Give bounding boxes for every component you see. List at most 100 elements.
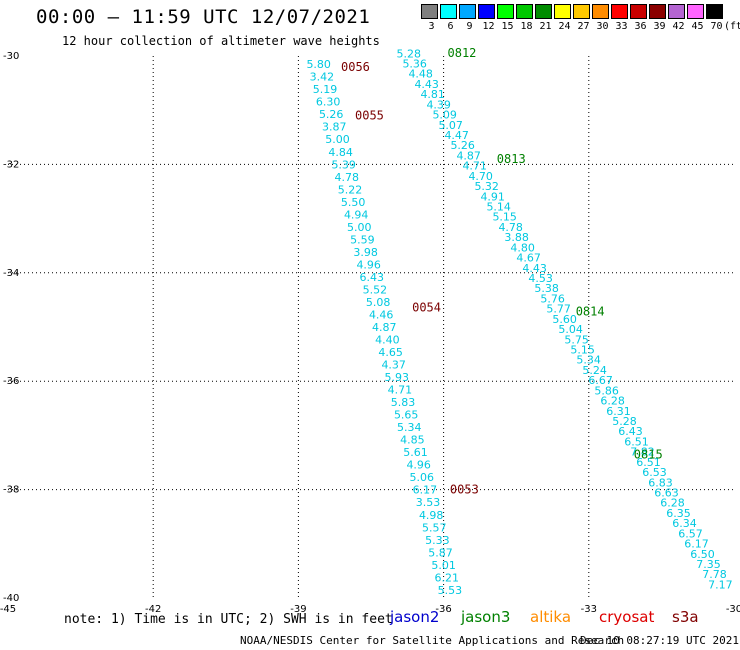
wave-height-value: 6.63 bbox=[654, 487, 679, 500]
wave-height-value: 5.53 bbox=[438, 584, 463, 597]
wave-height-value: 5.34 bbox=[576, 354, 601, 367]
pass-time-label: 0053 bbox=[450, 483, 479, 497]
legend-label: 36 bbox=[634, 21, 647, 32]
legend-label: 24 bbox=[558, 21, 571, 32]
map-grid bbox=[8, 56, 734, 598]
wave-height-value: 5.61 bbox=[403, 446, 428, 459]
wave-height-value: 3.42 bbox=[310, 71, 335, 84]
satellite-tracks: 5.803.425.196.305.263.875.004.845.394.78… bbox=[306, 47, 732, 597]
wave-height-value: 6.35 bbox=[666, 507, 691, 520]
wave-height-value: 4.81 bbox=[420, 88, 445, 101]
wave-height-value: 5.36 bbox=[402, 58, 427, 71]
legend-label: 3 bbox=[428, 21, 435, 32]
wave-height-value: 5.00 bbox=[347, 221, 372, 234]
legend-swatch bbox=[592, 4, 609, 19]
legend-label: 45 bbox=[691, 21, 704, 32]
lat-tick-label: -30 bbox=[3, 51, 19, 62]
track: 5.285.364.484.434.814.395.095.074.475.26… bbox=[397, 47, 733, 591]
wave-height-value: 6.21 bbox=[435, 571, 460, 584]
legend-swatch bbox=[554, 4, 571, 19]
satellite-s3a: s3a bbox=[672, 608, 699, 626]
satellite-cryosat: cryosat bbox=[599, 608, 655, 626]
wave-height-value: 4.80 bbox=[510, 241, 535, 254]
footer-note: note: 1) Time is in UTC; 2) SWH is in fe… bbox=[64, 612, 393, 627]
satellite-jason3: jason3 bbox=[461, 608, 511, 626]
lon-tick-label: -30 bbox=[726, 604, 740, 615]
legend-swatch bbox=[649, 4, 666, 19]
legend-swatch bbox=[440, 4, 457, 19]
legend-swatch bbox=[478, 4, 495, 19]
legend-label: 21 bbox=[539, 21, 552, 32]
pass-time-label: 0056 bbox=[341, 60, 370, 74]
legend-swatch bbox=[497, 4, 514, 19]
wave-height-value: 6.83 bbox=[648, 476, 673, 489]
wave-height-value: 5.50 bbox=[341, 196, 366, 209]
track: 5.803.425.196.305.263.875.004.845.394.78… bbox=[306, 58, 462, 597]
wave-height-value: 4.53 bbox=[528, 272, 553, 285]
wave-height-value: 5.59 bbox=[350, 233, 375, 246]
page-subtitle: 12 hour collection of altimeter wave hei… bbox=[62, 34, 380, 48]
wave-height-value: 3.88 bbox=[504, 231, 529, 244]
wave-height-value: 6.51 bbox=[636, 456, 661, 469]
wave-height-value: 4.71 bbox=[462, 160, 487, 173]
pass-time-label: 0054 bbox=[412, 300, 441, 314]
wave-height-value: 5.00 bbox=[325, 133, 350, 146]
wave-height-value: 5.60 bbox=[552, 313, 577, 326]
legend-label: 30 bbox=[596, 21, 609, 32]
pass-time-label: 0812 bbox=[448, 46, 477, 60]
legend-unit: (ft) bbox=[724, 21, 740, 32]
lon-tick-label: -39 bbox=[290, 604, 306, 615]
lon-tick-label: -33 bbox=[581, 604, 597, 615]
legend-swatch bbox=[611, 4, 628, 19]
legend-label: 70 bbox=[710, 21, 723, 32]
wave-height-value: 5.65 bbox=[394, 409, 419, 422]
wave-height-value: 4.48 bbox=[408, 68, 433, 81]
wave-height-value: 4.37 bbox=[381, 359, 406, 372]
wave-height-value: 5.76 bbox=[540, 292, 565, 305]
lat-tick-label: -36 bbox=[3, 376, 19, 387]
legend-label: 39 bbox=[653, 21, 666, 32]
wave-height-value: 5.01 bbox=[431, 559, 456, 572]
satellite-altika: altika bbox=[530, 608, 572, 626]
wave-height-value: 6.67 bbox=[588, 374, 613, 387]
legend-swatch bbox=[668, 4, 685, 19]
wave-height-value: 5.86 bbox=[594, 384, 619, 397]
lon-tick-label: -45 bbox=[0, 604, 16, 615]
wave-height-value: 4.47 bbox=[444, 129, 469, 142]
wave-height-value: 4.78 bbox=[498, 221, 523, 234]
lon-tick-label: -36 bbox=[435, 604, 451, 615]
wave-height-value: 5.07 bbox=[438, 119, 463, 132]
wave-height-value: 5.22 bbox=[338, 183, 363, 196]
wave-height-value: 6.53 bbox=[642, 466, 667, 479]
legend-swatch bbox=[421, 4, 438, 19]
wave-height-value: 6.43 bbox=[618, 425, 643, 438]
wave-height-value: 5.26 bbox=[450, 139, 475, 152]
wave-height-value: 4.91 bbox=[480, 190, 505, 203]
legend-swatch bbox=[630, 4, 647, 19]
pass-time-labels: 0056 0055 0054 0053 0812 0813 0814 0815 bbox=[341, 46, 663, 496]
wave-height-value: 6.17 bbox=[684, 538, 709, 551]
wave-height-value: 4.78 bbox=[335, 171, 360, 184]
wave-height-value: 4.96 bbox=[406, 459, 431, 472]
wave-height-value: 3.98 bbox=[353, 246, 378, 259]
wave-height-value: 5.57 bbox=[422, 521, 447, 534]
wave-height-value: 4.87 bbox=[372, 321, 397, 334]
lat-tick-label: -32 bbox=[3, 159, 19, 170]
wave-height-value: 5.87 bbox=[428, 546, 453, 559]
page-title: 00:00 – 11:59 UTC 12/07/2021 bbox=[36, 6, 371, 28]
legend-swatch bbox=[706, 4, 723, 19]
wave-height-value: 4.40 bbox=[375, 334, 400, 347]
legend-label: 33 bbox=[615, 21, 628, 32]
wave-height-value: 5.15 bbox=[570, 344, 595, 357]
wave-height-value: 7.78 bbox=[702, 568, 727, 581]
legend-label: 27 bbox=[577, 21, 590, 32]
wave-height-value: 5.33 bbox=[425, 534, 450, 547]
wave-height-value: 6.50 bbox=[690, 548, 715, 561]
legend-swatch bbox=[516, 4, 533, 19]
wave-height-value: 5.08 bbox=[366, 296, 391, 309]
wave-height-value: 3.53 bbox=[416, 496, 441, 509]
legend-label: 9 bbox=[466, 21, 473, 32]
wave-height-value: 5.52 bbox=[363, 283, 388, 296]
wave-height-value: 6.28 bbox=[660, 497, 685, 510]
